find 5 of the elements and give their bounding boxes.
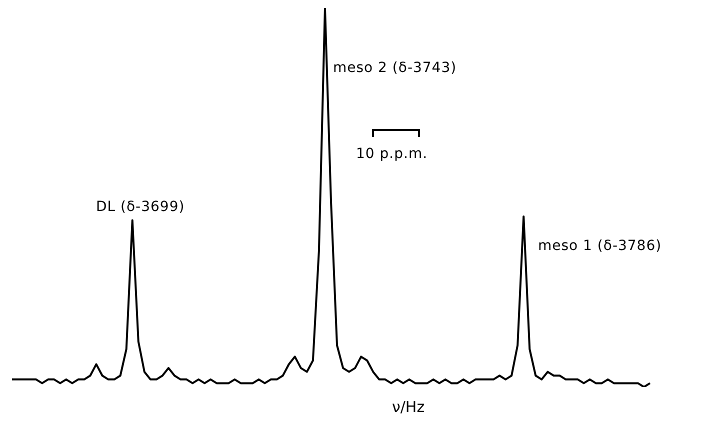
- annotation: 10 p.p.m.: [356, 146, 428, 162]
- annotation: meso 1 (δ-3786): [538, 238, 662, 254]
- annotation: meso 2 (δ-3743): [333, 60, 457, 76]
- annotation: DL (δ-3699): [96, 199, 185, 215]
- x-axis-title: ν/Hz: [392, 398, 425, 416]
